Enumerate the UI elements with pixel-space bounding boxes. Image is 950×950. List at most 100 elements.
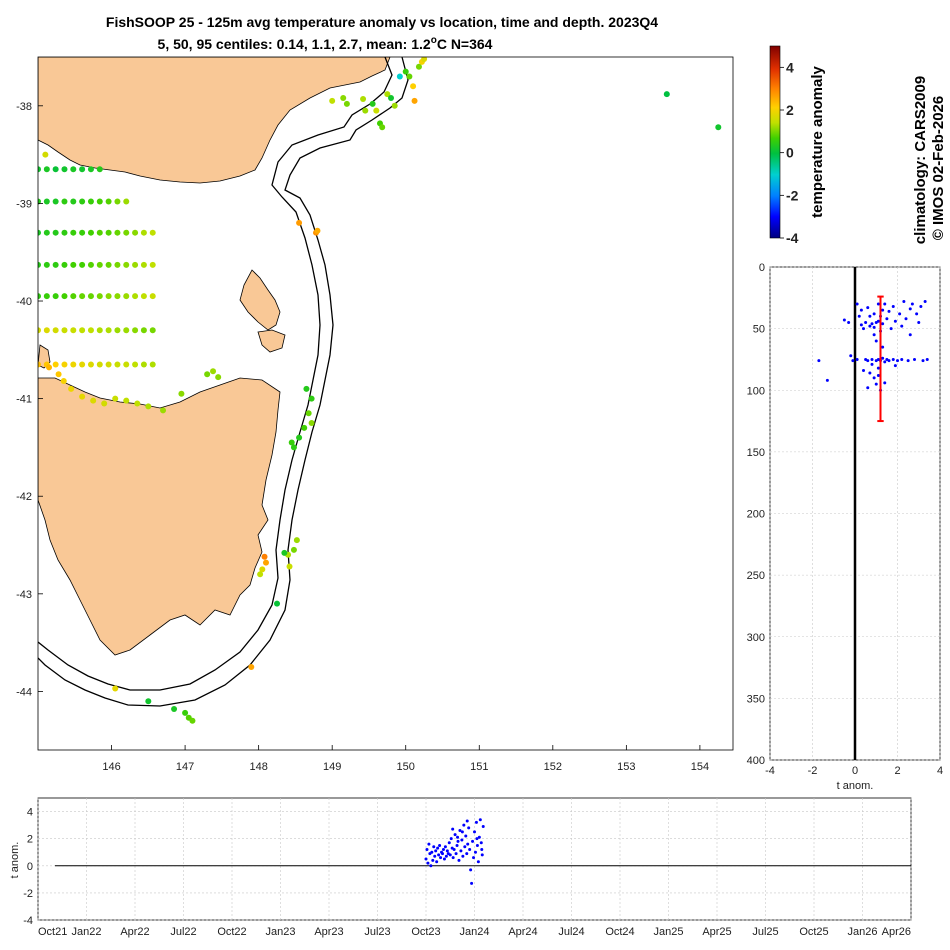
map-point: [360, 95, 367, 102]
map-point: [281, 549, 288, 556]
map-point: [114, 327, 121, 334]
time-point: [453, 833, 457, 837]
colorbar: 4 2 0 -2 -4 temperature anomaly: [769, 45, 826, 246]
depth-point: [870, 322, 874, 326]
time-point: [445, 849, 449, 853]
depth-point: [872, 376, 876, 380]
time-point: [460, 838, 464, 842]
time-point: [433, 854, 437, 858]
map-point: [70, 361, 77, 368]
map-point: [314, 227, 321, 234]
map-point: [123, 327, 130, 334]
map-point: [96, 361, 103, 368]
map-point: [274, 600, 281, 607]
depth-point: [868, 314, 872, 318]
map-point: [140, 293, 147, 300]
depth-point: [893, 319, 897, 323]
depth-point: [889, 327, 893, 331]
depth-ytick-label: 250: [747, 570, 765, 582]
time-point: [465, 852, 469, 856]
depth-xtick-label: 2: [894, 765, 900, 777]
time-point: [460, 830, 464, 834]
title-line-2-suffix: C N=364: [437, 36, 493, 52]
map-point: [305, 410, 312, 417]
map-point: [61, 166, 68, 173]
map-point: [70, 198, 77, 205]
map-point: [262, 559, 269, 566]
map-point: [132, 361, 139, 368]
time-point: [473, 830, 476, 834]
map-point: [105, 327, 112, 334]
map-xtick-label: 152: [544, 761, 562, 773]
map-xtick-label: 149: [323, 761, 341, 773]
depth-point: [864, 320, 868, 324]
title-line-1: FishSOOP 25 - 125m avg temperature anoma…: [106, 14, 658, 30]
depth-ytick-label: 400: [747, 755, 765, 767]
depth-point: [868, 324, 872, 328]
mainland-land: [38, 57, 391, 184]
time-points: [54, 818, 911, 885]
map-point: [61, 361, 68, 368]
map-point: [70, 166, 77, 173]
map-point: [329, 97, 336, 104]
depth-point: [847, 320, 851, 324]
climatology-credit: climatology: CARS2009: [912, 76, 929, 244]
map-point: [149, 261, 156, 268]
time-xtick-label: Apr25: [702, 926, 731, 938]
time-point: [458, 829, 462, 833]
time-xtick-label: Jan22: [72, 926, 102, 938]
depth-point: [849, 354, 853, 358]
map-point: [114, 293, 121, 300]
depth-point: [925, 357, 929, 361]
depth-point: [862, 369, 865, 373]
time-point: [436, 846, 440, 850]
time-xtick-label: Jan25: [654, 926, 684, 938]
depth-point: [887, 359, 891, 363]
depth-point: [883, 360, 887, 364]
depth-point: [900, 324, 904, 328]
map-point: [52, 293, 59, 300]
time-xtick-label: Apr23: [314, 926, 343, 938]
map-point: [189, 717, 196, 724]
map-point: [140, 361, 147, 368]
time-point: [452, 848, 456, 852]
cape-barren-island-land: [257, 329, 286, 353]
depth-points: [817, 267, 929, 760]
title-degree-superscript: o: [431, 35, 437, 46]
depth-point: [872, 312, 876, 316]
map-point: [171, 706, 178, 713]
depth-xlabel: t anom.: [837, 780, 874, 792]
time-point: [442, 857, 446, 861]
map-point: [43, 293, 50, 300]
colorbar-tick-label: 4: [786, 59, 794, 75]
map-point: [149, 293, 156, 300]
time-point: [438, 843, 442, 847]
map-point: [149, 229, 156, 236]
time-point: [431, 858, 435, 862]
depth-point: [876, 373, 880, 377]
map-xtick-label: 148: [249, 761, 267, 773]
time-point: [459, 849, 463, 853]
depth-point: [921, 359, 925, 363]
time-series-panel: Oct21 Jan22 Apr22 Jul22 Oct22 Jan23 Apr23 Jul23…: [9, 797, 912, 938]
map-point: [396, 73, 403, 80]
map-point: [149, 327, 156, 334]
depth-point: [919, 304, 923, 308]
depth-ytick-label: 350: [747, 693, 765, 705]
time-xtick-label: Jul25: [752, 926, 778, 938]
time-xtick-label: Jan26: [848, 926, 878, 938]
map-point: [132, 293, 139, 300]
time-ylabel: t anom.: [9, 842, 21, 879]
depth-point: [908, 333, 912, 337]
map-point: [87, 361, 94, 368]
time-xtick-label: Jul23: [364, 926, 390, 938]
map-ytick-label: -43: [16, 589, 32, 601]
depth-point: [917, 320, 921, 324]
time-point: [441, 848, 445, 852]
depth-point: [855, 357, 859, 361]
map-point: [105, 198, 112, 205]
time-point: [455, 843, 459, 847]
time-point: [472, 856, 476, 860]
map-point: [248, 664, 255, 671]
map-point: [70, 229, 77, 236]
